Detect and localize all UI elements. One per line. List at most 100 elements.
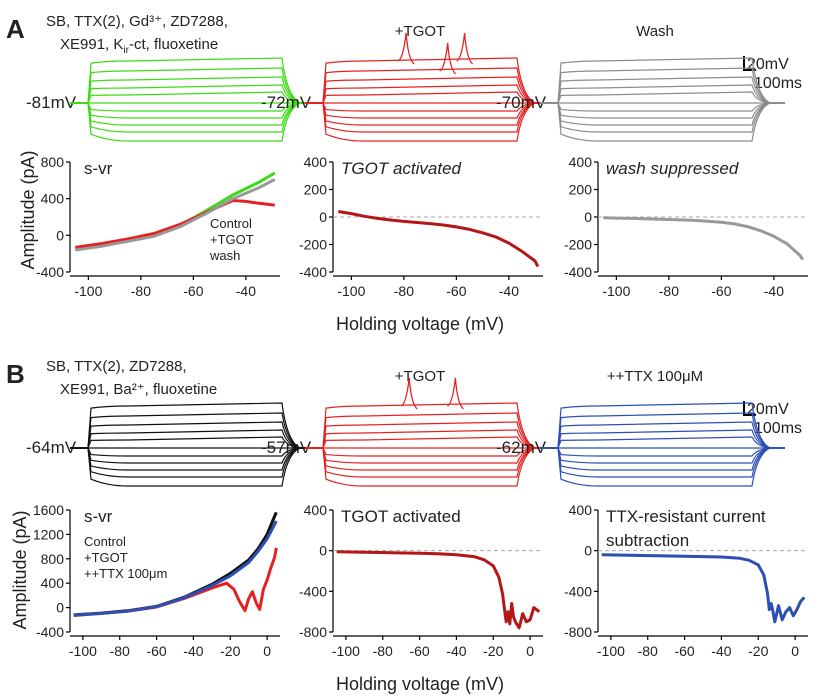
voltage-step bbox=[87, 91, 315, 104]
action-potential bbox=[397, 32, 415, 65]
voltage-step bbox=[322, 421, 550, 449]
resting-potential-label: -57mV bbox=[261, 438, 312, 457]
iv-plot: -400 -200 0 200 400 -100 -80 -60 -40 wash suppres… bbox=[564, 154, 808, 299]
y-tick-label: -800 bbox=[299, 624, 327, 640]
y-tick-label: 200 bbox=[304, 182, 328, 198]
x-tick-label: -40 bbox=[499, 283, 519, 299]
voltage-step bbox=[557, 429, 785, 449]
y-tick-label: -800 bbox=[564, 624, 592, 640]
x-tick-label: -60 bbox=[446, 283, 466, 299]
y-tick-label: 800 bbox=[41, 154, 65, 170]
voltage-step bbox=[87, 402, 315, 449]
voltage-step bbox=[322, 102, 550, 119]
trace-title: ++TTX 100μM bbox=[607, 368, 703, 385]
voltage-step bbox=[557, 102, 785, 126]
voltage-step bbox=[557, 102, 785, 133]
x-tick-label: -60 bbox=[409, 643, 429, 659]
y-tick-label: -400 bbox=[564, 583, 592, 599]
series-line bbox=[75, 178, 276, 252]
voltage-step bbox=[87, 102, 315, 112]
legend-entry: +TGOT bbox=[84, 550, 128, 565]
legend-entry: wash bbox=[209, 248, 240, 263]
panel-letter: B bbox=[6, 359, 25, 389]
x-tick-label: -100 bbox=[74, 283, 102, 299]
plot-title: wash suppressed bbox=[606, 159, 739, 178]
voltage-step bbox=[87, 421, 315, 449]
scale-bar-time: 100ms bbox=[754, 75, 802, 92]
x-tick-label: -40 bbox=[236, 283, 256, 299]
condition-sub: ir bbox=[123, 45, 129, 56]
voltage-step bbox=[87, 447, 315, 464]
voltage-step bbox=[322, 76, 550, 104]
x-tick-label: -60 bbox=[711, 283, 731, 299]
y-tick-label: 400 bbox=[304, 154, 328, 170]
voltage-step bbox=[87, 447, 315, 457]
scale-bar-time: 100ms bbox=[754, 420, 802, 437]
x-tick-label: -40 bbox=[446, 643, 466, 659]
voltage-step bbox=[557, 102, 785, 142]
x-tick-label: -20 bbox=[220, 643, 240, 659]
voltage-step bbox=[557, 57, 785, 104]
iv-plot: -400 0 400 800 1200 1600 -100 -80 -60 -40 -20 0 s-vr… bbox=[33, 502, 280, 659]
voltage-step bbox=[322, 447, 550, 487]
resting-potential-label: -62mV bbox=[496, 438, 547, 457]
voltage-step bbox=[322, 412, 550, 449]
panel-b: B SB, TTX(2), ZD7288, XE991, Ba²⁺, fluoxet… bbox=[6, 358, 802, 487]
voltage-step bbox=[322, 57, 550, 104]
voltage-step bbox=[557, 412, 785, 449]
voltage-step bbox=[87, 447, 315, 478]
panel-letter: A bbox=[6, 14, 25, 44]
y-tick-label: 0 bbox=[584, 209, 592, 225]
voltage-step bbox=[322, 84, 550, 104]
y-tick-label: -400 bbox=[299, 583, 327, 599]
series-line bbox=[338, 210, 540, 268]
x-tick-label: 0 bbox=[526, 643, 534, 659]
voltage-step bbox=[322, 102, 550, 142]
voltage-step bbox=[557, 84, 785, 104]
y-tick-label: 0 bbox=[584, 543, 592, 559]
y-tick-label: 0 bbox=[56, 600, 64, 616]
voltage-step bbox=[557, 447, 785, 487]
x-tick-label: -20 bbox=[483, 643, 503, 659]
plot-title: s-vr bbox=[84, 159, 113, 178]
panel-a: A SB, TTX(2), Gd³⁺, ZD7288, XE991, Kir-ct,… bbox=[6, 13, 802, 142]
voltage-step bbox=[557, 402, 785, 449]
voltage-step bbox=[322, 102, 550, 133]
resting-potential-label: -64mV bbox=[26, 438, 77, 457]
x-tick-label: -60 bbox=[146, 643, 166, 659]
voltage-step bbox=[557, 67, 785, 104]
y-tick-label: -200 bbox=[564, 237, 592, 253]
x-tick-label: -80 bbox=[394, 283, 414, 299]
plot-title: s-vr bbox=[84, 507, 113, 526]
x-tick-label: -60 bbox=[674, 643, 694, 659]
series-line bbox=[601, 553, 806, 624]
series-line bbox=[603, 216, 805, 261]
condition-line2: XE991, Ba²⁺, fluoxetine bbox=[60, 381, 217, 398]
x-tick-label: -100 bbox=[332, 643, 360, 659]
legend-entry: Control bbox=[210, 216, 252, 231]
scale-bar-voltage: 20mV bbox=[747, 56, 789, 73]
trace-title: +TGOT bbox=[395, 23, 445, 40]
y-tick-label: -400 bbox=[299, 264, 327, 280]
y-tick-label: 0 bbox=[319, 209, 327, 225]
legend-entry: +TGOT bbox=[210, 232, 254, 247]
y-axis-label-b: Amplitude (pA) bbox=[10, 510, 30, 629]
plot-title: TGOT activated bbox=[341, 159, 462, 178]
voltage-trace-group: ++TTX 100μM -62mV bbox=[496, 368, 785, 487]
plot-title: TGOT activated bbox=[341, 507, 461, 526]
series-line bbox=[336, 550, 541, 630]
y-tick-label: 400 bbox=[41, 575, 65, 591]
x-tick-label: -100 bbox=[597, 643, 625, 659]
condition-line2: XE991, Kir-ct, fluoxetine bbox=[60, 36, 218, 56]
voltage-step bbox=[557, 447, 785, 457]
x-tick-label: -80 bbox=[638, 643, 658, 659]
x-tick-label: -20 bbox=[748, 643, 768, 659]
iv-plot: -400 0 400 800 -100 -80 -60 -40 s-vr Control+TGOT… bbox=[36, 154, 280, 299]
resting-potential-label: -72mV bbox=[261, 93, 312, 112]
y-tick-label: -200 bbox=[299, 237, 327, 253]
legend-entry: ++TTX 100μm bbox=[84, 566, 167, 581]
y-tick-label: 0 bbox=[56, 227, 64, 243]
voltage-trace-group: +TGOT -72mV bbox=[261, 23, 550, 142]
voltage-step bbox=[557, 447, 785, 478]
voltage-step bbox=[322, 447, 550, 478]
